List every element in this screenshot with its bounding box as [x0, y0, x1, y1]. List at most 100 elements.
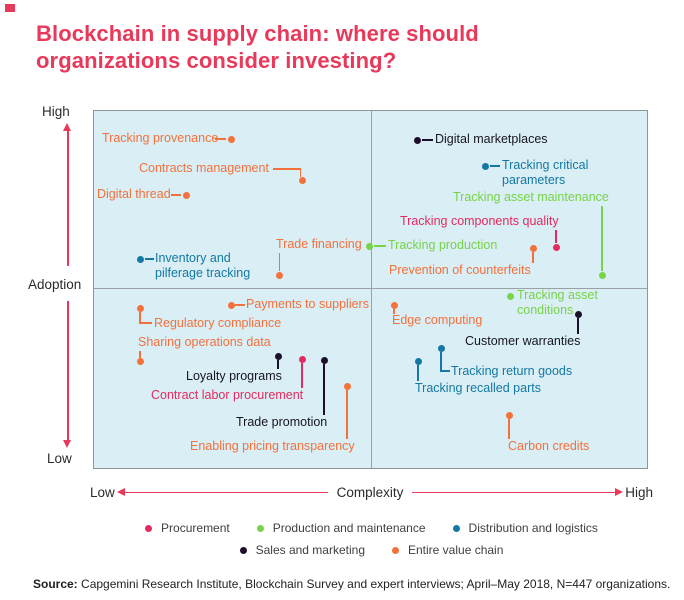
data-point-dot [413, 136, 421, 144]
brand-mark [5, 4, 15, 12]
connector-line [508, 419, 510, 439]
legend-row: Sales and marketing Entire value chain [90, 543, 653, 557]
y-axis-title: Adoption [28, 277, 82, 292]
connector-line [393, 309, 395, 314]
y-axis-high-label: High [42, 104, 70, 119]
legend-label: Production and maintenance [272, 521, 426, 535]
data-point-dot [365, 242, 373, 250]
legend-label: Sales and marketing [255, 543, 365, 557]
connector-line [145, 258, 154, 260]
data-point-dot [298, 176, 306, 184]
x-axis-title: Complexity [336, 485, 404, 500]
legend-dot-icon [392, 546, 399, 554]
quadrant-divider-vertical [371, 111, 373, 468]
data-point-dot [136, 304, 144, 312]
chart-legend: Procurement Production and maintenance Dis… [90, 521, 653, 565]
y-axis-line-bottom [67, 301, 69, 440]
legend-item-sales-marketing: Sales and marketing [239, 543, 365, 557]
source-label: Source: [33, 577, 78, 591]
connector-line [555, 230, 557, 243]
x-axis-arrow-left-icon [116, 488, 125, 497]
data-point-label: Loyalty programs [186, 369, 282, 383]
connector-line [215, 138, 226, 140]
connector-line [273, 168, 301, 170]
data-point-dot [136, 357, 144, 365]
data-point-label: Enabling pricing transparency [190, 439, 355, 453]
page-title-line2: organizations consider investing? [36, 48, 397, 74]
legend-dot-icon [256, 524, 264, 532]
data-point-dot [227, 301, 235, 309]
data-point-label: Payments to suppliers [246, 297, 369, 311]
data-point-label: Prevention of counterfeits [389, 263, 531, 277]
data-point-dot [505, 411, 513, 419]
source-text: Capgemini Research Institute, Blockchain… [77, 577, 671, 591]
connector-line [139, 351, 141, 358]
data-point-dot [274, 352, 282, 360]
connector-line [490, 165, 500, 167]
connector-line [346, 390, 348, 439]
data-point-dot [136, 255, 144, 263]
data-point-label: Customer warranties [465, 334, 581, 348]
connector-line [422, 139, 433, 141]
connector-line [374, 245, 386, 247]
data-point-label: Carbon credits [508, 439, 590, 453]
legend-item-distribution-logistics: Distribution and logistics [452, 521, 598, 535]
y-axis-arrow-up-icon [63, 123, 71, 131]
data-point-dot [414, 357, 422, 365]
data-point-dot [437, 344, 445, 352]
data-point-label: Tracking production [388, 238, 498, 252]
quadrant-divider-horizontal [94, 288, 647, 290]
data-point-label: Digital thread [97, 187, 171, 201]
legend-item-entire-value-chain: Entire value chain [392, 543, 503, 557]
x-axis-low-label: Low [90, 485, 115, 500]
data-point-label: Tracking asset maintenance [453, 190, 609, 204]
connector-line [139, 322, 152, 324]
data-point-dot [275, 271, 283, 279]
data-point-dot [481, 162, 489, 170]
connector-line [235, 304, 245, 306]
connector-line [440, 370, 450, 372]
data-point-label: Tracking asset conditions [517, 288, 598, 317]
legend-dot-icon [452, 524, 460, 532]
x-axis: Low Complexity High [90, 485, 653, 500]
y-axis-low-label: Low [47, 451, 72, 466]
data-point-dot [529, 244, 537, 252]
data-point-label: Edge computing [392, 313, 483, 327]
data-point-label: Tracking critical parameters [502, 158, 589, 187]
data-point-dot [552, 243, 560, 251]
connector-line [171, 194, 181, 196]
connector-line [323, 364, 325, 415]
legend-item-procurement: Procurement [145, 521, 230, 535]
y-axis-line-top [67, 131, 69, 266]
plot-area: Tracking provenance Contracts management D… [93, 110, 648, 469]
legend-item-production-maintenance: Production and maintenance [256, 521, 426, 535]
data-point-dot [320, 356, 328, 364]
source-line: Source: Capgemini Research Institute, Bl… [33, 577, 670, 591]
x-axis-high-label: High [625, 485, 653, 500]
legend-dot-icon [239, 546, 247, 554]
connector-line [277, 360, 279, 369]
data-point-label: Sharing operations data [138, 335, 271, 349]
connector-line [139, 312, 141, 323]
data-point-label: Contracts management [139, 161, 269, 175]
data-point-label: Inventory and pilferage tracking [155, 251, 251, 280]
data-point-dot [390, 301, 398, 309]
data-point-dot [598, 271, 606, 279]
connector-line [577, 318, 579, 334]
legend-label: Distribution and logistics [468, 521, 598, 535]
data-point-label: Trade financing [276, 237, 362, 251]
data-point-label: Trade promotion [236, 415, 328, 429]
data-point-dot [182, 191, 190, 199]
connector-line [301, 363, 303, 388]
page-title: Blockchain in supply chain: where should… [36, 20, 596, 75]
connector-line [299, 168, 301, 177]
data-point-dot [227, 135, 235, 143]
page-title-line1: Blockchain in supply chain: where should [36, 21, 479, 46]
x-axis-line-right [412, 488, 624, 497]
x-axis-line-left [116, 488, 328, 497]
connector-line [601, 206, 603, 271]
connector-line [440, 352, 442, 371]
data-point-label: Digital marketplaces [435, 132, 548, 146]
data-point-label: Tracking recalled parts [415, 381, 541, 395]
